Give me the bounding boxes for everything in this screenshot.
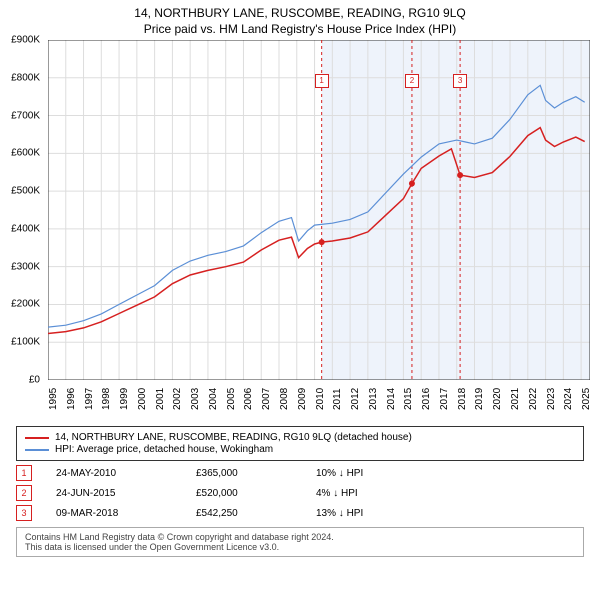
legend-item: HPI: Average price, detached house, Woki… bbox=[25, 444, 575, 455]
x-tick-label: 2023 bbox=[546, 388, 557, 410]
sale-diff: 13% ↓ HPI bbox=[316, 508, 436, 519]
sale-date: 24-JUN-2015 bbox=[56, 488, 196, 499]
x-tick-label: 2016 bbox=[421, 388, 432, 410]
y-tick-label: £300K bbox=[11, 261, 40, 272]
footer-attribution: Contains HM Land Registry data © Crown c… bbox=[16, 527, 584, 557]
x-tick-label: 1995 bbox=[48, 388, 59, 410]
footer-line-1: Contains HM Land Registry data © Crown c… bbox=[25, 532, 575, 542]
y-tick-label: £900K bbox=[11, 35, 40, 46]
legend-item: 14, NORTHBURY LANE, RUSCOMBE, READING, R… bbox=[25, 432, 575, 443]
sale-badge: 3 bbox=[16, 505, 32, 521]
x-tick-label: 2019 bbox=[474, 388, 485, 410]
x-tick-label: 2003 bbox=[190, 388, 201, 410]
x-tick-label: 2014 bbox=[386, 388, 397, 410]
sales-table: 1 24-MAY-2010£365,00010% ↓ HPI 2 24-JUN-201… bbox=[16, 465, 584, 521]
chart-plot-area: £0£100K£200K£300K£400K£500K£600K£700K£80… bbox=[48, 40, 590, 380]
chart-title: 14, NORTHBURY LANE, RUSCOMBE, READING, R… bbox=[0, 0, 600, 20]
x-tick-label: 2018 bbox=[457, 388, 468, 410]
y-tick-label: £0 bbox=[29, 375, 40, 386]
sale-date: 09-MAR-2018 bbox=[56, 508, 196, 519]
x-tick-label: 1998 bbox=[101, 388, 112, 410]
x-tick-label: 2022 bbox=[528, 388, 539, 410]
y-tick-label: £700K bbox=[11, 110, 40, 121]
x-tick-label: 2024 bbox=[563, 388, 574, 410]
sale-badge: 2 bbox=[16, 485, 32, 501]
x-tick-label: 2013 bbox=[368, 388, 379, 410]
x-tick-label: 2007 bbox=[261, 388, 272, 410]
legend-swatch bbox=[25, 437, 49, 439]
sale-date: 24-MAY-2010 bbox=[56, 468, 196, 479]
sale-price: £520,000 bbox=[196, 488, 316, 499]
y-tick-label: £600K bbox=[11, 148, 40, 159]
legend-swatch bbox=[25, 449, 49, 451]
sale-row: 1 24-MAY-2010£365,00010% ↓ HPI bbox=[16, 465, 584, 481]
sale-price: £365,000 bbox=[196, 468, 316, 479]
legend-label: 14, NORTHBURY LANE, RUSCOMBE, READING, R… bbox=[55, 432, 412, 443]
x-tick-label: 1997 bbox=[84, 388, 95, 410]
x-tick-label: 2006 bbox=[243, 388, 254, 410]
x-axis-labels: 1995 1996 1997 1998 1999 2000 2001 2002 2003 2004… bbox=[48, 380, 590, 420]
x-tick-label: 2005 bbox=[226, 388, 237, 410]
legend-label: HPI: Average price, detached house, Woki… bbox=[55, 444, 273, 455]
x-tick-label: 1999 bbox=[119, 388, 130, 410]
legend: 14, NORTHBURY LANE, RUSCOMBE, READING, R… bbox=[16, 426, 584, 461]
y-tick-label: £100K bbox=[11, 337, 40, 348]
y-axis-labels: £0£100K£200K£300K£400K£500K£600K£700K£80… bbox=[0, 40, 44, 380]
footer-line-2: This data is licensed under the Open Gov… bbox=[25, 542, 575, 552]
x-tick-label: 2011 bbox=[332, 388, 343, 410]
chart-subtitle: Price paid vs. HM Land Registry's House … bbox=[0, 20, 600, 40]
y-tick-label: £400K bbox=[11, 223, 40, 234]
sale-diff: 4% ↓ HPI bbox=[316, 488, 436, 499]
sale-price: £542,250 bbox=[196, 508, 316, 519]
sale-row: 3 09-MAR-2018£542,25013% ↓ HPI bbox=[16, 505, 584, 521]
x-tick-label: 2017 bbox=[439, 388, 450, 410]
x-tick-label: 2020 bbox=[492, 388, 503, 410]
x-tick-label: 2002 bbox=[172, 388, 183, 410]
x-tick-label: 2008 bbox=[279, 388, 290, 410]
sale-marker-badge: 1 bbox=[315, 74, 329, 88]
x-tick-label: 2010 bbox=[315, 388, 326, 410]
y-tick-label: £800K bbox=[11, 72, 40, 83]
y-tick-label: £200K bbox=[11, 299, 40, 310]
chart-svg bbox=[48, 40, 590, 380]
x-tick-label: 2004 bbox=[208, 388, 219, 410]
x-tick-label: 2015 bbox=[403, 388, 414, 410]
x-tick-label: 2025 bbox=[581, 388, 592, 410]
sale-badge: 1 bbox=[16, 465, 32, 481]
x-tick-label: 2009 bbox=[297, 388, 308, 410]
x-tick-label: 2012 bbox=[350, 388, 361, 410]
sale-diff: 10% ↓ HPI bbox=[316, 468, 436, 479]
x-tick-label: 2000 bbox=[137, 388, 148, 410]
sale-row: 2 24-JUN-2015£520,0004% ↓ HPI bbox=[16, 485, 584, 501]
sale-marker-badge: 3 bbox=[453, 74, 467, 88]
y-tick-label: £500K bbox=[11, 186, 40, 197]
x-tick-label: 2021 bbox=[510, 388, 521, 410]
x-tick-label: 2001 bbox=[155, 388, 166, 410]
x-tick-label: 1996 bbox=[66, 388, 77, 410]
sale-marker-badge: 2 bbox=[405, 74, 419, 88]
